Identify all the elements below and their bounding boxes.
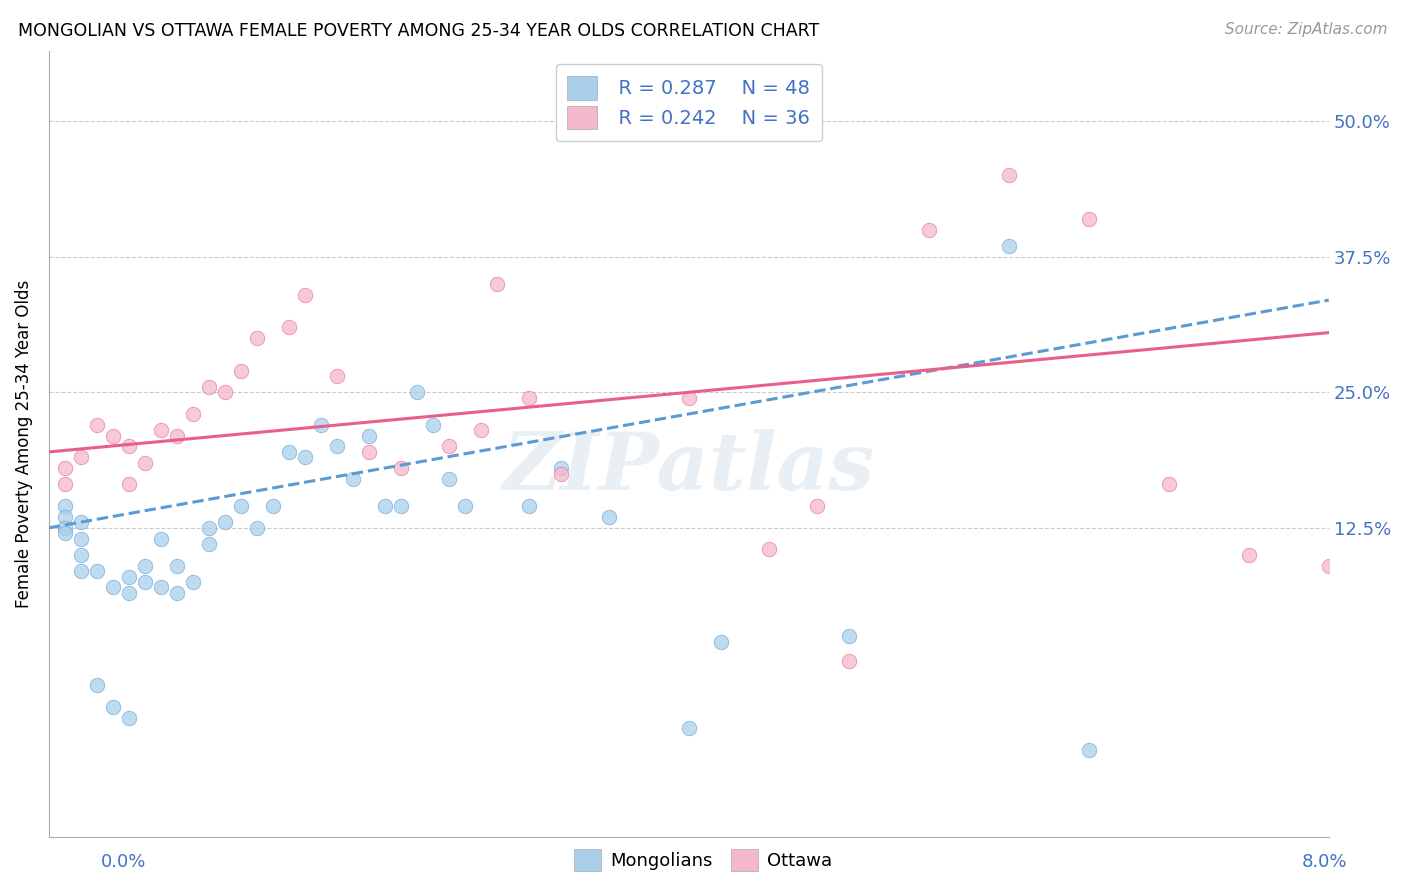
Point <box>70 450 93 465</box>
Text: MONGOLIAN VS OTTAWA FEMALE POVERTY AMONG 25-34 YEAR OLDS CORRELATION CHART: MONGOLIAN VS OTTAWA FEMALE POVERTY AMONG… <box>18 22 820 40</box>
Point <box>118 586 141 600</box>
Text: Source: ZipAtlas.com: Source: ZipAtlas.com <box>1225 22 1388 37</box>
Point <box>550 461 572 475</box>
Point <box>1237 548 1260 562</box>
Point <box>53 499 76 513</box>
Point <box>70 532 93 546</box>
Point <box>278 320 301 334</box>
Point <box>118 440 141 454</box>
Point <box>70 516 93 530</box>
Y-axis label: Female Poverty Among 25-34 Year Olds: Female Poverty Among 25-34 Year Olds <box>15 280 32 607</box>
Point <box>181 574 204 589</box>
Point <box>550 467 572 481</box>
Point <box>454 499 477 513</box>
Point <box>598 125 620 139</box>
Point <box>998 239 1021 253</box>
Point <box>918 222 941 236</box>
Point <box>710 634 733 648</box>
Point <box>53 477 76 491</box>
Point <box>70 564 93 578</box>
Legend:   R = 0.287    N = 48,   R = 0.242    N = 36: R = 0.287 N = 48, R = 0.242 N = 36 <box>555 64 823 141</box>
Point <box>838 654 860 668</box>
Point <box>53 461 76 475</box>
Point <box>294 450 316 465</box>
Point <box>134 456 156 470</box>
Point <box>374 499 396 513</box>
Point <box>838 629 860 643</box>
Point <box>166 428 188 442</box>
Point <box>342 472 364 486</box>
Point <box>166 558 188 573</box>
Point <box>198 521 221 535</box>
Point <box>326 369 349 384</box>
Point <box>134 558 156 573</box>
Point <box>262 499 284 513</box>
Point <box>1157 477 1180 491</box>
Point <box>437 472 460 486</box>
Point <box>1077 743 1099 757</box>
Point <box>998 169 1021 183</box>
Point <box>118 710 141 724</box>
Point <box>149 532 172 546</box>
Point <box>86 678 108 692</box>
Legend: Mongolians, Ottawa: Mongolians, Ottawa <box>567 842 839 879</box>
Point <box>86 564 108 578</box>
Point <box>229 363 252 377</box>
Point <box>149 581 172 595</box>
Point <box>758 542 780 557</box>
Point <box>326 440 349 454</box>
Point <box>246 521 269 535</box>
Point <box>53 510 76 524</box>
Point <box>181 407 204 421</box>
Point <box>357 428 380 442</box>
Point <box>422 417 444 432</box>
Point <box>86 417 108 432</box>
Point <box>678 391 700 405</box>
Point <box>214 385 236 400</box>
Point <box>278 445 301 459</box>
Point <box>1317 558 1340 573</box>
Point <box>229 499 252 513</box>
Point <box>149 423 172 437</box>
Point <box>598 510 620 524</box>
Point <box>517 391 540 405</box>
Point <box>53 526 76 541</box>
Point <box>101 699 124 714</box>
Point <box>357 445 380 459</box>
Text: ZIPatlas: ZIPatlas <box>503 428 875 506</box>
Point <box>198 380 221 394</box>
Point <box>134 574 156 589</box>
Point <box>437 440 460 454</box>
Point <box>101 581 124 595</box>
Point <box>53 521 76 535</box>
Point <box>517 499 540 513</box>
Point <box>389 499 412 513</box>
Point <box>1077 211 1099 226</box>
Point <box>294 287 316 301</box>
Point <box>118 569 141 583</box>
Point <box>101 428 124 442</box>
Point <box>246 331 269 345</box>
Text: 8.0%: 8.0% <box>1302 853 1347 871</box>
Point <box>214 516 236 530</box>
Point <box>118 477 141 491</box>
Point <box>309 417 332 432</box>
Point <box>470 423 492 437</box>
Point <box>70 548 93 562</box>
Point <box>678 722 700 736</box>
Point <box>389 461 412 475</box>
Point <box>166 586 188 600</box>
Point <box>806 499 828 513</box>
Point <box>198 537 221 551</box>
Point <box>485 277 508 291</box>
Text: 0.0%: 0.0% <box>101 853 146 871</box>
Point <box>406 385 429 400</box>
